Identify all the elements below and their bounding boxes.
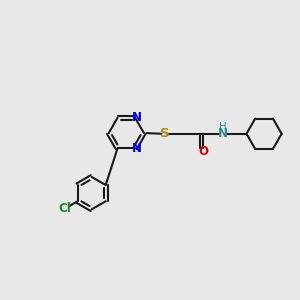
Text: H: H — [219, 122, 226, 132]
Text: N: N — [131, 111, 142, 124]
Text: O: O — [198, 145, 208, 158]
Text: N: N — [131, 142, 142, 155]
Text: N: N — [218, 127, 228, 140]
Text: S: S — [160, 127, 170, 140]
Text: Cl: Cl — [58, 202, 71, 215]
